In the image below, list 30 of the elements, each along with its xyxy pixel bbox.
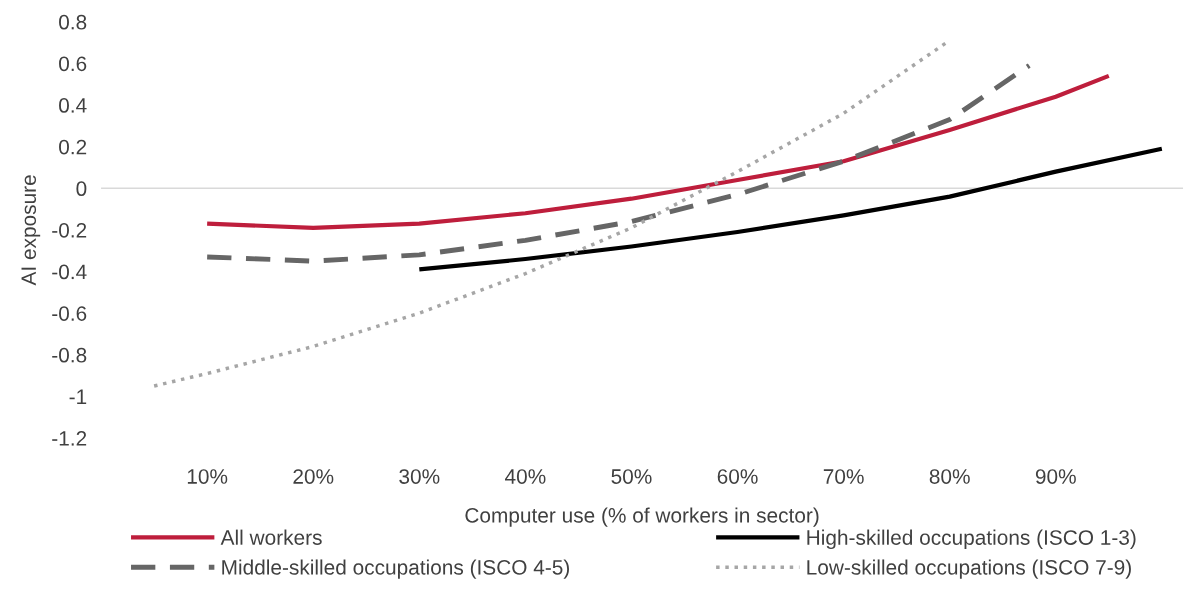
- x-tick-label: 70%: [823, 469, 864, 484]
- y-tick-label: 0.2: [59, 139, 87, 155]
- x-tick-label: 80%: [929, 469, 970, 484]
- y-tick-label: -0.4: [52, 264, 87, 280]
- line-series: [205, 73, 1111, 230]
- x-tick-label: 20%: [293, 469, 334, 484]
- x-tick-label: 50%: [611, 469, 652, 484]
- x-tick-label: 30%: [399, 469, 440, 484]
- x-tick-label: 60%: [717, 469, 758, 484]
- y-tick-label: 0.4: [59, 98, 87, 113]
- y-tick-label: -0.2: [52, 222, 87, 238]
- y-tick-label: -0.6: [52, 306, 87, 321]
- y-tick-label: 0: [76, 181, 87, 197]
- line-series: [417, 146, 1164, 272]
- y-axis-title: AI exposure: [21, 175, 41, 286]
- y-tick-label: -1: [69, 389, 87, 404]
- legend-label: Low-skilled occupations (ISCO 7-9): [807, 559, 1131, 579]
- x-axis-title: Computer use (% of workers in sector): [465, 507, 819, 527]
- x-tick-label: 90%: [1035, 469, 1076, 484]
- y-tick-label: 0.6: [59, 56, 87, 72]
- y-tick-label: -1.2: [52, 431, 87, 446]
- line-series: [152, 40, 949, 388]
- x-tick-label: 40%: [505, 469, 546, 484]
- x-tick-label: 10%: [187, 469, 228, 484]
- line-series: [204, 63, 1032, 264]
- legend-label: Middle-skilled occupations (ISCO 4-5): [222, 559, 569, 579]
- legend-label: High-skilled occupations (ISCO 1-3): [807, 529, 1136, 550]
- legend-label: All workers: [220, 529, 322, 545]
- y-tick-label: -0.8: [52, 347, 87, 363]
- y-tick-label: 0.8: [59, 14, 87, 30]
